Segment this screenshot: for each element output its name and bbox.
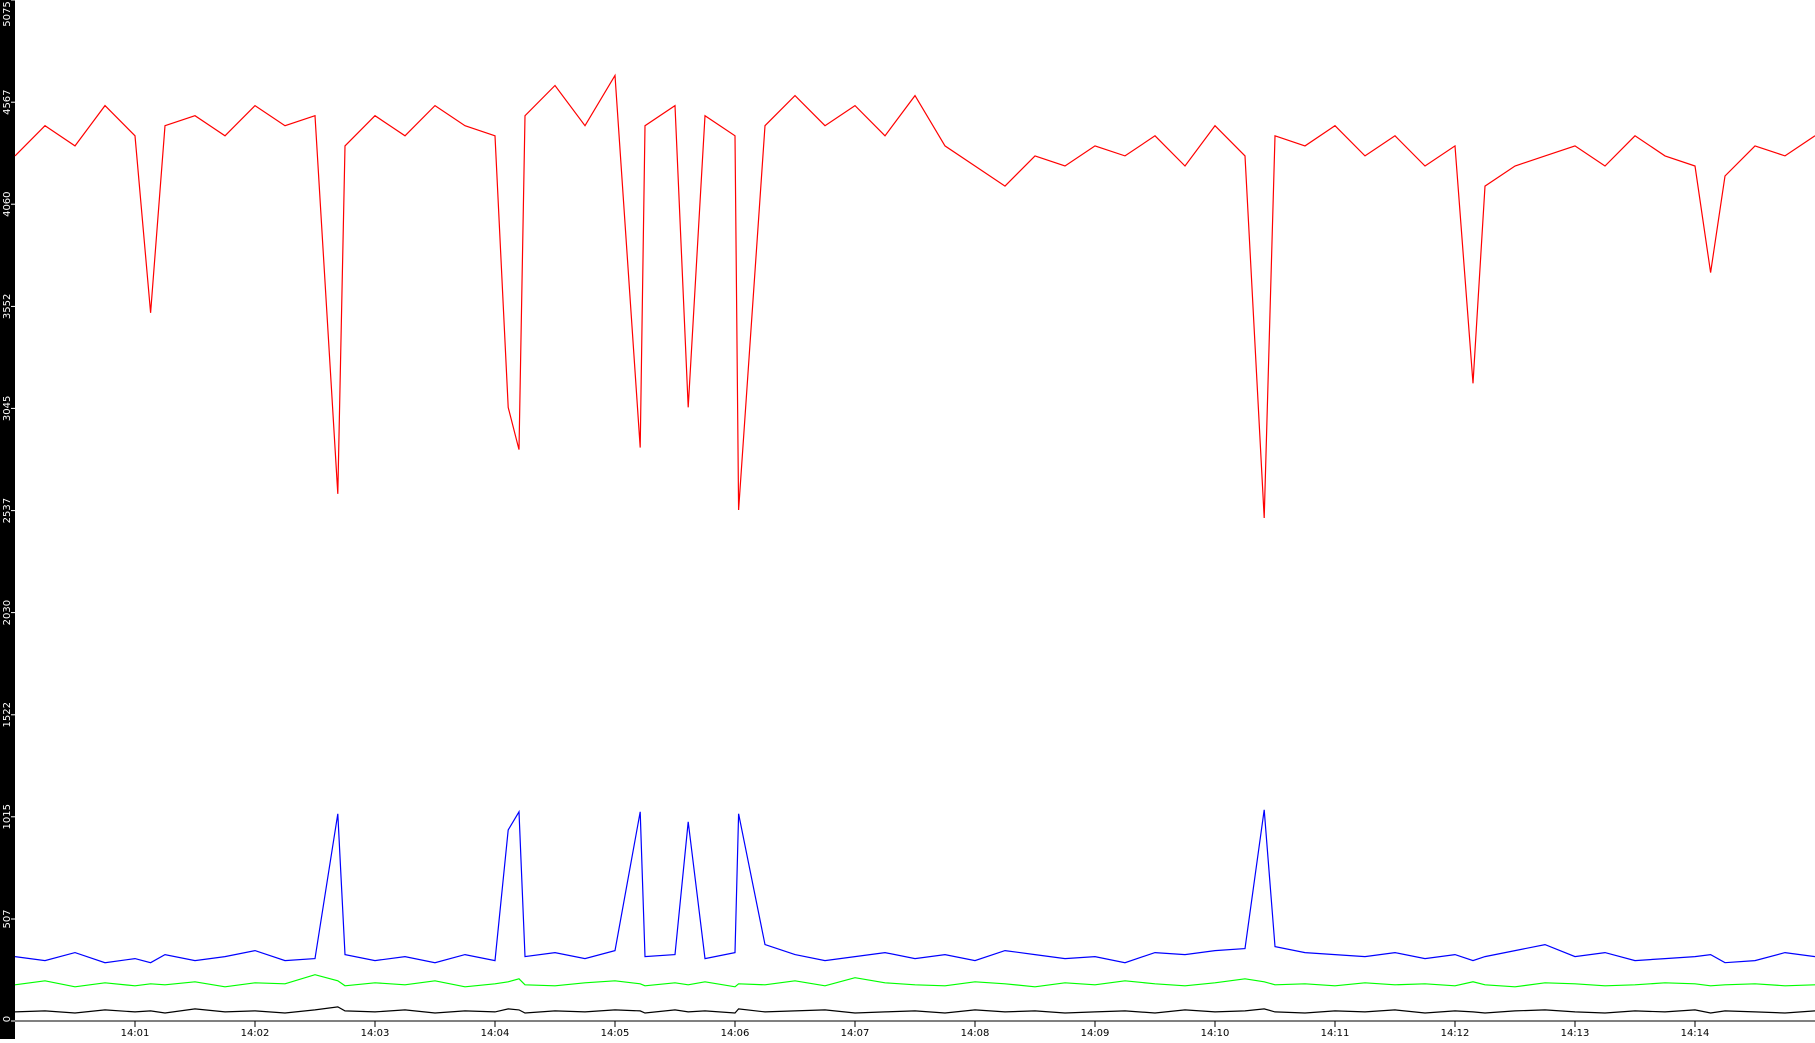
y-tick-label: 4060 — [2, 191, 13, 216]
x-tick-label: 14:12 — [1441, 1028, 1470, 1039]
series-line — [14, 73, 1815, 519]
y-tick-label: 2030 — [2, 600, 13, 625]
x-tick-label: 14:13 — [1561, 1028, 1590, 1039]
y-tick-label: 1522 — [2, 702, 13, 727]
y-tick-label: 5075 — [2, 1, 13, 26]
x-tick-label: 14:08 — [961, 1028, 990, 1039]
y-tick-label: 0 — [2, 1016, 13, 1022]
y-axis-strip — [0, 0, 15, 1039]
y-tick-label: 2537 — [2, 498, 13, 523]
y-tick-label: 1015 — [2, 804, 13, 829]
x-tick-label: 14:07 — [841, 1028, 870, 1039]
series-line — [14, 974, 1815, 988]
x-tick-label: 14:09 — [1081, 1028, 1110, 1039]
x-tick-label: 14:02 — [241, 1028, 270, 1039]
x-tick-label: 14:10 — [1201, 1028, 1230, 1039]
series-line — [14, 809, 1815, 964]
x-tick-label: 14:06 — [721, 1028, 750, 1039]
x-tick-label: 14:05 — [601, 1028, 630, 1039]
y-tick-label: 507 — [2, 909, 13, 928]
y-tick-label: 3045 — [2, 396, 13, 421]
x-tick-label: 14:04 — [481, 1028, 510, 1039]
x-tick-label: 14:11 — [1321, 1028, 1350, 1039]
x-tick-label: 14:01 — [121, 1028, 150, 1039]
series-line — [14, 1006, 1815, 1014]
x-tick-label: 14:03 — [361, 1028, 390, 1039]
y-tick-label: 4567 — [2, 89, 13, 114]
x-tick-label: 14:14 — [1681, 1028, 1710, 1039]
y-tick-label: 3552 — [2, 294, 13, 319]
